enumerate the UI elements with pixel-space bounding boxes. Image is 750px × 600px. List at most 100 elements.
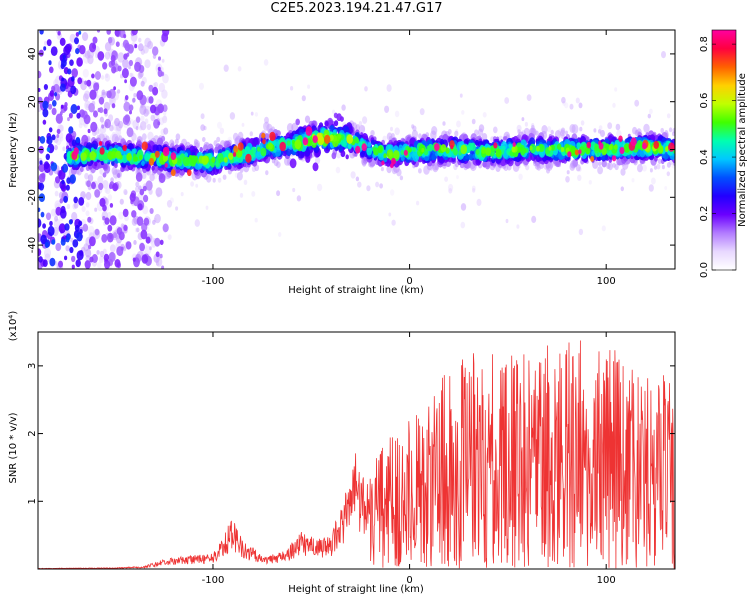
spectrogram-cell <box>123 101 131 112</box>
spectrogram-cell <box>495 148 502 158</box>
y-tick-label: 40 <box>27 48 38 61</box>
spectrogram-cell <box>126 152 132 162</box>
spectrogram-cell <box>393 150 400 160</box>
colorbar-tick-label: 0.0 <box>699 262 710 278</box>
spectrogram-cell <box>110 54 116 63</box>
spectrogram-cell <box>140 80 145 87</box>
spectrogram-cell <box>364 86 368 92</box>
spectrogram-cell <box>212 177 216 183</box>
spectrogram-cell <box>661 164 665 170</box>
spectrogram-cell <box>70 76 75 82</box>
spectrogram-cell <box>144 59 151 69</box>
spectrogram-cell <box>331 152 337 160</box>
spectrogram-cell <box>550 144 555 151</box>
spectrogram-cell <box>150 104 157 114</box>
spectrogram-cell <box>97 107 101 113</box>
spectrogram-cell <box>511 146 516 153</box>
spectrogram-cell <box>106 30 111 35</box>
spectrogram-cell <box>63 105 68 112</box>
spectrogram-cell <box>598 142 604 150</box>
spectrogram-cell <box>155 187 163 198</box>
spectrogram-cell <box>86 79 92 87</box>
colorbar-tick-label: 0.6 <box>699 93 710 109</box>
spectrogram-cell <box>63 195 68 203</box>
spectrogram-cell <box>52 100 57 107</box>
spectrogram-cell <box>574 149 579 156</box>
spectrogram-cell <box>71 211 78 221</box>
spectrogram-cell <box>75 48 80 55</box>
spectrogram-cell <box>42 119 47 125</box>
y-tick-label: 0 <box>27 146 38 152</box>
spectrogram-cell <box>418 133 422 139</box>
spectrogram-cell <box>138 37 142 43</box>
spectrogram-cell <box>94 189 101 198</box>
spectrogram-cell <box>236 171 243 181</box>
spectrogram-cell <box>48 60 52 66</box>
spectrogram-cell <box>96 30 101 33</box>
spectrogram-cell <box>194 219 200 227</box>
spectrogram-cell <box>504 136 508 141</box>
spectrogram-cell <box>104 42 112 52</box>
spectrogram-cell <box>109 244 116 253</box>
spectrogram-cell <box>170 152 177 161</box>
spectrogram-cell <box>146 123 152 131</box>
spectrogram-cell <box>107 224 113 232</box>
spectrogram-cell <box>273 159 279 167</box>
spectrogram-cell <box>94 71 101 80</box>
spectrogram-cell <box>101 124 105 129</box>
spectrogram-cell <box>161 89 168 99</box>
spectrogram-y-axis-label: Frequency (Hz) <box>8 112 19 188</box>
spectrogram-cell <box>588 180 592 185</box>
spectrogram-cell <box>110 177 114 183</box>
spectrogram-cell <box>233 145 239 153</box>
spectrogram-cell <box>79 166 84 173</box>
spectrogram-cell <box>481 133 488 141</box>
spectrogram-cell <box>649 168 653 173</box>
spectrogram-cell <box>68 112 73 119</box>
spectrogram-cell <box>75 32 80 37</box>
spectrogram-cell <box>75 259 81 268</box>
x-tick-label: 100 <box>597 575 616 586</box>
spectrogram-cell <box>407 147 412 153</box>
spectrogram-cell <box>403 149 408 156</box>
spectrogram-cell <box>223 64 229 72</box>
spectrogram-cell <box>485 147 492 156</box>
spectrogram-cell <box>134 156 139 162</box>
y-tick-label: -20 <box>27 189 38 205</box>
spectrogram-cell <box>535 130 539 136</box>
spectrogram-cell <box>123 224 128 231</box>
spectrogram-plot-area <box>38 30 675 269</box>
snr-frame <box>37 331 676 570</box>
spectrogram-cell <box>107 194 113 201</box>
spectrogram-cell <box>141 141 148 151</box>
spectrogram-cell <box>347 143 352 150</box>
spectrogram-cell <box>111 66 117 74</box>
spectrogram-cell <box>64 43 72 54</box>
spectrogram-cell <box>93 110 98 118</box>
spectrogram-cell <box>394 127 400 136</box>
spectrogram-cell <box>637 164 643 173</box>
spectrogram-cell <box>122 208 129 218</box>
spectrogram-cell <box>38 49 44 57</box>
spectrogram-cell <box>43 84 49 90</box>
spectrogram-cell <box>666 113 671 119</box>
spectrogram-cell <box>149 173 155 182</box>
spectrogram-cell <box>459 93 463 98</box>
spectrogram-cell <box>461 110 465 115</box>
spectrogram-cell <box>133 240 137 245</box>
spectrogram-cell <box>468 153 474 161</box>
spectrogram-cell <box>152 86 159 96</box>
spectrogram-cell <box>390 189 395 196</box>
spectrogram-cell <box>143 217 150 226</box>
spectrogram-cell <box>244 146 251 155</box>
spectrogram-cell <box>312 135 318 144</box>
spectrogram-cell <box>60 238 66 246</box>
spectrogram-cell <box>164 163 168 168</box>
spectrogram-cell <box>87 174 94 182</box>
spectrogram-cell <box>366 147 373 156</box>
spectrogram-cell <box>82 223 89 232</box>
x-tick-label: 0 <box>406 575 412 586</box>
spectrogram-cell <box>94 228 100 236</box>
spectrogram-cell <box>631 178 635 183</box>
spectrogram-cell <box>51 134 56 141</box>
